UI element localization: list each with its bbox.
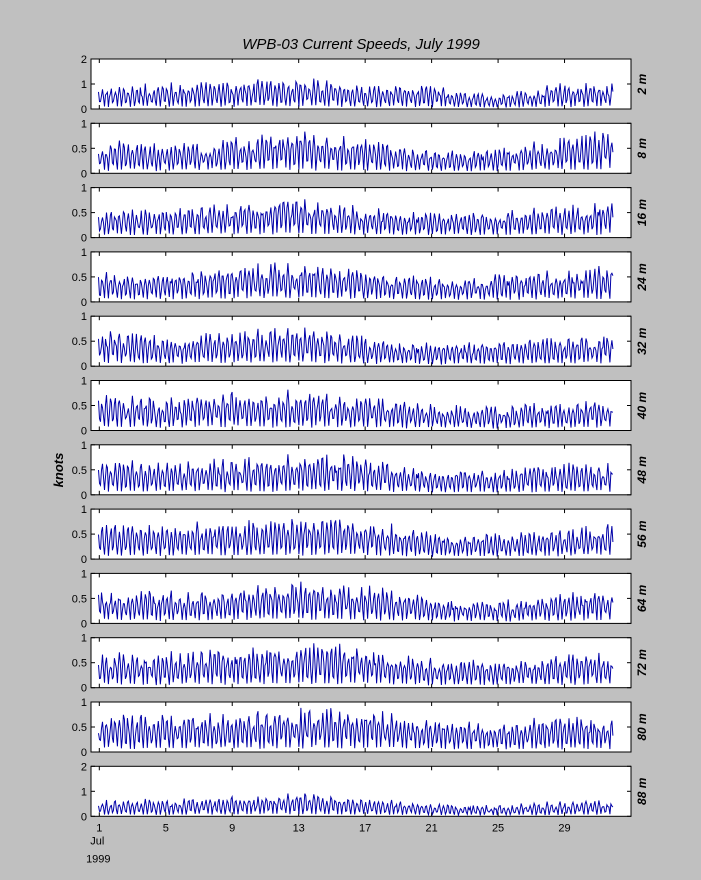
series-line-24m bbox=[98, 262, 614, 300]
panels-group: 0 1 2 2 m 0 0.5 1 8 m 0 0.5 1 16 m 0 0.5 1 24 m 0 0.5 1 32 … bbox=[72, 54, 649, 823]
depth-label: 2 m bbox=[635, 73, 649, 95]
y-tick-label: 0.5 bbox=[72, 336, 87, 348]
y-tick-label: 0 bbox=[81, 361, 87, 373]
depth-label: 88 m bbox=[635, 777, 649, 805]
panel-8m: 0 0.5 1 8 m bbox=[72, 118, 649, 180]
y-tick-label: 0 bbox=[81, 233, 87, 245]
series-line-16m bbox=[98, 199, 614, 236]
y-tick-label: 0 bbox=[81, 747, 87, 759]
y-tick-label: 0 bbox=[81, 683, 87, 695]
panel-24m: 0 0.5 1 24 m bbox=[72, 247, 649, 309]
panel-40m: 0 0.5 1 40 m bbox=[72, 376, 649, 438]
depth-label: 56 m bbox=[635, 520, 649, 548]
x-sub-label-year: 1999 bbox=[86, 853, 110, 865]
y-tick-label: 0.5 bbox=[72, 658, 87, 670]
panel-32m: 0 0.5 1 32 m bbox=[72, 311, 649, 373]
y-tick-label: 0.5 bbox=[72, 208, 87, 220]
y-tick-label: 1 bbox=[81, 697, 87, 709]
panel-16m: 0 0.5 1 16 m bbox=[72, 183, 649, 245]
depth-label: 64 m bbox=[635, 584, 649, 612]
panel-72m: 0 0.5 1 72 m bbox=[72, 633, 649, 695]
y-tick-label: 0.5 bbox=[72, 593, 87, 605]
y-axis-label: knots bbox=[51, 453, 66, 488]
y-tick-label: 1 bbox=[81, 504, 87, 516]
y-tick-label: 1 bbox=[81, 247, 87, 259]
y-tick-label: 1 bbox=[81, 376, 87, 388]
depth-label: 32 m bbox=[635, 327, 649, 355]
y-tick-label: 1 bbox=[81, 568, 87, 580]
y-tick-label: 2 bbox=[81, 54, 87, 66]
panel-2m: 0 1 2 2 m bbox=[81, 54, 649, 116]
panel-frame bbox=[90, 187, 632, 239]
y-tick-label: 1 bbox=[81, 79, 87, 91]
depth-label: 80 m bbox=[635, 713, 649, 741]
y-tick-label: 0.5 bbox=[72, 272, 87, 284]
x-tick-label: 1 bbox=[96, 822, 102, 834]
y-tick-label: 0 bbox=[81, 618, 87, 630]
y-tick-label: 1 bbox=[81, 311, 87, 323]
x-tick-label: 25 bbox=[492, 822, 504, 834]
y-tick-label: 0 bbox=[81, 104, 87, 116]
y-tick-label: 0.5 bbox=[72, 722, 87, 734]
series-line-40m bbox=[98, 389, 614, 429]
series-line-64m bbox=[98, 581, 614, 622]
y-tick-label: 1 bbox=[81, 183, 87, 195]
panel-56m: 0 0.5 1 56 m bbox=[72, 504, 649, 566]
y-tick-label: 1 bbox=[81, 118, 87, 130]
y-tick-label: 0 bbox=[81, 554, 87, 566]
x-tick-label: 17 bbox=[359, 822, 371, 834]
series-line-72m bbox=[98, 643, 614, 686]
depth-label: 24 m bbox=[635, 263, 649, 292]
y-tick-label: 0.5 bbox=[72, 465, 87, 477]
series-line-56m bbox=[98, 519, 614, 557]
y-tick-label: 0.5 bbox=[72, 401, 87, 413]
panel-48m: 0 0.5 1 48 m bbox=[72, 440, 649, 502]
x-tick-label: 21 bbox=[425, 822, 437, 834]
depth-label: 16 m bbox=[635, 199, 649, 227]
x-axis: 1 5 9 13 17 21 25 29 Jul 1999 bbox=[86, 822, 571, 865]
depth-label: 40 m bbox=[635, 391, 649, 420]
series-line-88m bbox=[98, 793, 614, 818]
y-tick-label: 0 bbox=[81, 490, 87, 502]
y-tick-label: 0 bbox=[81, 426, 87, 438]
y-tick-label: 0 bbox=[81, 811, 87, 823]
x-tick-label: 29 bbox=[558, 822, 570, 834]
series-line-48m bbox=[98, 454, 613, 493]
x-tick-label: 5 bbox=[163, 822, 169, 834]
x-tick-label: 9 bbox=[229, 822, 235, 834]
chart-title: WPB-03 Current Speeds, July 1999 bbox=[242, 36, 480, 53]
y-tick-label: 0.5 bbox=[72, 143, 87, 155]
x-sub-label-month: Jul bbox=[90, 835, 104, 847]
y-tick-label: 1 bbox=[81, 786, 87, 798]
y-tick-label: 0 bbox=[81, 168, 87, 180]
panel-frame bbox=[90, 251, 632, 303]
series-line-8m bbox=[98, 131, 614, 172]
x-tick-label: 13 bbox=[293, 822, 305, 834]
y-tick-label: 1 bbox=[81, 440, 87, 452]
depth-label: 48 m bbox=[635, 456, 649, 485]
y-tick-label: 0.5 bbox=[72, 529, 87, 541]
series-line-80m bbox=[98, 707, 614, 750]
series-line-2m bbox=[98, 78, 614, 108]
depth-label: 8 m bbox=[635, 138, 649, 159]
y-tick-label: 2 bbox=[81, 761, 87, 773]
panel-80m: 0 0.5 1 80 m bbox=[72, 697, 649, 759]
y-tick-label: 1 bbox=[81, 633, 87, 645]
y-tick-label: 0 bbox=[81, 297, 87, 309]
depth-label: 72 m bbox=[635, 649, 649, 677]
panel-64m: 0 0.5 1 64 m bbox=[72, 568, 649, 630]
series-line-32m bbox=[98, 327, 614, 365]
panel-88m: 0 1 2 88 m bbox=[81, 761, 649, 823]
